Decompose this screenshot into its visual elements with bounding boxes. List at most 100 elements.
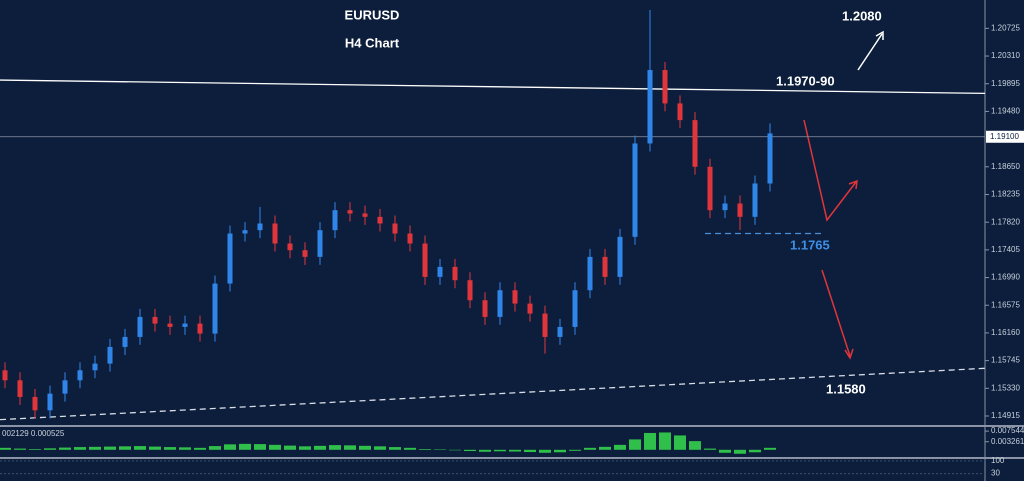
macd-bar: [329, 445, 341, 450]
candle-body: [422, 243, 428, 277]
macd-bar: [344, 445, 356, 450]
candle-body: [527, 303, 533, 314]
arrow-head: [844, 348, 854, 360]
macd-bar: [509, 449, 521, 452]
candle-body: [362, 213, 368, 217]
macd-bar: [479, 449, 491, 452]
candle-body: [392, 223, 398, 234]
y-tick-label: 1.15330: [991, 383, 1020, 392]
y-tick-label: 1.20725: [991, 23, 1020, 32]
candle-body: [587, 256, 593, 291]
macd-bar: [29, 449, 41, 450]
macd-bar: [644, 432, 656, 450]
y-tick-label: 1.18235: [991, 190, 1020, 199]
y-tick-label: 1.19480: [991, 107, 1020, 116]
candle-body: [242, 230, 248, 234]
annotation: 1.1970-90: [776, 73, 835, 88]
arrow: [821, 269, 851, 357]
candle-body: [332, 210, 338, 231]
rsi-tick-label: 100: [991, 456, 1005, 465]
candle-body: [617, 236, 623, 277]
macd-tick-label: 0.007544: [991, 426, 1024, 435]
macd-bar: [539, 449, 551, 453]
candle-body: [737, 203, 743, 217]
candle-body: [437, 266, 443, 277]
candle-body: [647, 70, 653, 144]
macd-bar: [224, 444, 236, 450]
candle-body: [662, 70, 668, 104]
candle-body: [677, 103, 683, 121]
macd-bar: [524, 449, 536, 453]
macd-bar: [44, 448, 56, 450]
candle-body: [197, 323, 203, 334]
candle-body: [122, 336, 128, 347]
macd-bar: [269, 444, 281, 450]
macd-bar: [299, 446, 311, 450]
candle-body: [2, 370, 8, 381]
macd-bar: [494, 449, 506, 452]
macd-bar: [359, 445, 371, 450]
candle-body: [17, 380, 23, 397]
y-tick-label: 1.17820: [991, 217, 1020, 226]
candle-body: [542, 313, 548, 337]
macd-bar: [749, 449, 761, 453]
macd-bar: [704, 448, 716, 450]
candle-body: [467, 280, 473, 301]
y-tick-label: 1.16160: [991, 328, 1020, 337]
y-tick-label: 1.15745: [991, 356, 1020, 365]
arrow-head: [848, 179, 858, 190]
trendline: [0, 367, 986, 421]
candle-body: [767, 133, 773, 184]
candle-body: [482, 300, 488, 317]
arrow: [803, 119, 857, 222]
y-tick-label: 1.18650: [991, 162, 1020, 171]
current-price-box: [986, 130, 1024, 143]
candle-body: [137, 316, 143, 337]
candle-body: [107, 346, 113, 364]
annotation: 1.2080: [842, 8, 882, 23]
candle-body: [632, 143, 638, 237]
macd-bar: [599, 446, 611, 450]
macd-bar: [659, 432, 671, 450]
macd-bar: [239, 443, 251, 450]
candle-body: [32, 396, 38, 411]
arrow: [857, 33, 883, 71]
chart-subtitle: H4 Chart: [345, 35, 400, 50]
macd-bar: [74, 447, 86, 450]
y-tick-label: 1.16990: [991, 273, 1020, 282]
macd-bar: [419, 449, 431, 450]
macd-bar: [59, 447, 71, 450]
macd-bar: [164, 447, 176, 450]
candle-body: [722, 203, 728, 211]
annotation: 1.1580: [826, 381, 866, 396]
macd-bar: [134, 446, 146, 450]
y-tick-label: 1.19895: [991, 79, 1020, 88]
macd-tick-label: 0.003261: [991, 437, 1024, 446]
candle-body: [152, 316, 158, 324]
candle-body: [257, 223, 263, 231]
y-tick-label: 1.16575: [991, 300, 1020, 309]
macd-bar: [0, 447, 11, 450]
macd-bar: [194, 447, 206, 450]
macd-bar: [179, 447, 191, 450]
candle-body: [512, 290, 518, 304]
macd-bar: [89, 446, 101, 450]
candle-body: [47, 393, 53, 411]
y-tick-label: 1.20310: [991, 51, 1020, 60]
y-tick-label: 1.17405: [991, 245, 1020, 254]
candle-body: [377, 216, 383, 224]
macd-bar: [284, 445, 296, 450]
candle-body: [227, 233, 233, 284]
macd-bar: [119, 446, 131, 450]
macd-bar: [734, 449, 746, 454]
arrows: [803, 30, 884, 360]
macd-bar: [464, 449, 476, 452]
candle-body: [497, 290, 503, 317]
macd-bar: [674, 435, 686, 450]
candle-body: [707, 166, 713, 211]
macd-bar: [389, 447, 401, 450]
candle-body: [182, 323, 188, 327]
macd-bar: [404, 447, 416, 450]
macd-bar: [254, 444, 266, 450]
